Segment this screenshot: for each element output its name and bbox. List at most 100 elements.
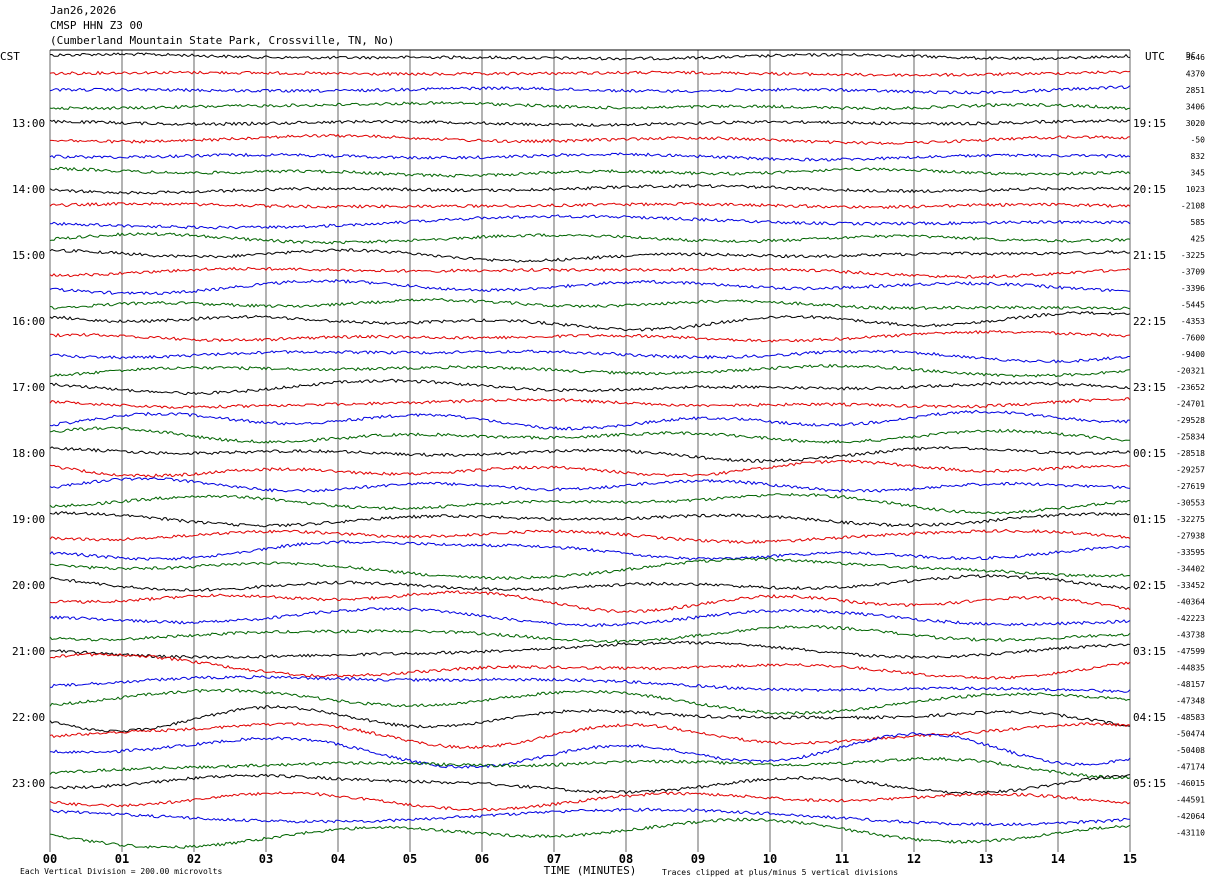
trace-line <box>49 756 1131 780</box>
dc-offset-label: -44835 <box>1176 664 1205 673</box>
left-hour-label: 17:00 <box>12 381 45 394</box>
x-tick-label: 02 <box>187 852 201 866</box>
trace-line <box>49 266 1131 279</box>
dc-offset-label: -47174 <box>1176 763 1205 772</box>
right-hour-label: 23:15 <box>1133 381 1166 394</box>
trace-line <box>49 705 1131 733</box>
trace-line <box>49 349 1130 364</box>
trace-line <box>49 329 1131 343</box>
trace-line <box>49 606 1131 628</box>
trace-line <box>49 232 1131 245</box>
trace-line <box>49 574 1131 592</box>
trace-line <box>49 363 1131 378</box>
right-hour-label: 04:15 <box>1133 711 1166 724</box>
dc-offset-label: 3646 <box>1186 53 1205 62</box>
dc-offset-label: -46015 <box>1176 779 1205 788</box>
x-tick-label: 04 <box>331 852 345 866</box>
trace-line <box>49 773 1131 795</box>
dc-offset-label: -5445 <box>1181 301 1205 310</box>
x-tick-label: 10 <box>763 852 777 866</box>
right-hour-label: 20:15 <box>1133 183 1166 196</box>
trace-line <box>49 214 1131 230</box>
dc-offset-label: -32275 <box>1176 515 1205 524</box>
clip-note: Traces clipped at plus/minus 5 vertical … <box>662 868 898 877</box>
left-timezone-label: CST <box>0 50 20 63</box>
trace-line <box>49 101 1131 111</box>
dc-offset-label: -29528 <box>1176 416 1205 425</box>
dc-offset-label: 832 <box>1191 152 1206 161</box>
chart-date: Jan26,2026 <box>50 4 117 17</box>
trace-line <box>49 492 1130 515</box>
trace-line <box>49 590 1131 614</box>
dc-offset-label: 345 <box>1191 169 1206 178</box>
trace-line <box>49 52 1131 61</box>
dc-offset-label: -50474 <box>1176 730 1205 739</box>
dc-offset-label: -23652 <box>1176 383 1205 392</box>
trace-line <box>49 85 1131 95</box>
right-hour-label: 01:15 <box>1133 513 1166 526</box>
dc-offset-label: -28518 <box>1176 449 1205 458</box>
dc-offset-label: -33452 <box>1176 581 1205 590</box>
x-tick-label: 08 <box>619 852 633 866</box>
dc-offset-label: -43110 <box>1176 829 1205 838</box>
dc-offset-label: -3225 <box>1181 251 1205 260</box>
trace-line <box>49 311 1131 332</box>
trace-line <box>49 807 1131 827</box>
trace-line <box>49 118 1131 127</box>
scale-note: Each Vertical Division = 200.00 microvol… <box>20 867 222 876</box>
trace-line <box>49 539 1131 561</box>
trace-line <box>49 528 1131 544</box>
trace-line <box>49 674 1131 693</box>
dc-header-label: DC <box>1186 51 1196 60</box>
dc-offset-label: -20321 <box>1176 367 1205 376</box>
x-axis-title: TIME (MINUTES) <box>544 864 637 877</box>
right-hour-label: 02:15 <box>1133 579 1166 592</box>
dc-offset-label: -40364 <box>1176 598 1205 607</box>
trace-line <box>49 279 1131 296</box>
left-hour-label: 21:00 <box>12 645 45 658</box>
trace-line <box>49 166 1131 178</box>
x-tick-label: 00 <box>43 852 57 866</box>
dc-offset-label: -34402 <box>1176 565 1205 574</box>
right-hour-label: 00:15 <box>1133 447 1166 460</box>
dc-offset-label: -43738 <box>1176 631 1205 640</box>
right-hour-label: 03:15 <box>1133 645 1166 658</box>
dc-offset-label: -29257 <box>1176 466 1205 475</box>
x-tick-label: 09 <box>691 852 705 866</box>
dc-offset-label: 585 <box>1191 218 1206 227</box>
trace-line <box>49 732 1131 769</box>
dc-offset-label: 4370 <box>1186 70 1205 79</box>
dc-offset-label: -48583 <box>1176 713 1205 722</box>
left-hour-label: 23:00 <box>12 777 45 790</box>
x-tick-label: 15 <box>1123 852 1137 866</box>
trace-line <box>49 459 1131 478</box>
dc-offset-label: -48157 <box>1176 680 1205 689</box>
trace-line <box>49 791 1131 812</box>
traces-group <box>49 52 1131 849</box>
dc-offset-label: 3406 <box>1186 103 1205 112</box>
left-hour-label: 22:00 <box>12 711 45 724</box>
trace-line <box>49 378 1131 396</box>
dc-offset-label: -42064 <box>1176 812 1205 821</box>
x-tick-label: 06 <box>475 852 489 866</box>
trace-line <box>50 133 1131 146</box>
trace-line <box>49 248 1131 263</box>
trace-line <box>49 426 1130 444</box>
trace-line <box>49 446 1131 463</box>
left-hour-label: 13:00 <box>12 117 45 130</box>
x-tick-label: 07 <box>547 852 561 866</box>
trace-line <box>49 557 1131 581</box>
left-hour-label: 19:00 <box>12 513 45 526</box>
trace-line <box>49 817 1131 849</box>
left-hour-label: 20:00 <box>12 579 45 592</box>
chart-station: CMSP HHN Z3 00 <box>50 19 143 32</box>
right-timezone-label: UTC <box>1145 50 1165 63</box>
dc-offset-label: -7600 <box>1181 334 1205 343</box>
trace-line <box>49 624 1131 644</box>
dc-offset-label: -2108 <box>1181 202 1205 211</box>
dc-offset-label: -30553 <box>1176 499 1205 508</box>
right-hour-label: 19:15 <box>1133 117 1166 130</box>
left-hour-label: 16:00 <box>12 315 45 328</box>
